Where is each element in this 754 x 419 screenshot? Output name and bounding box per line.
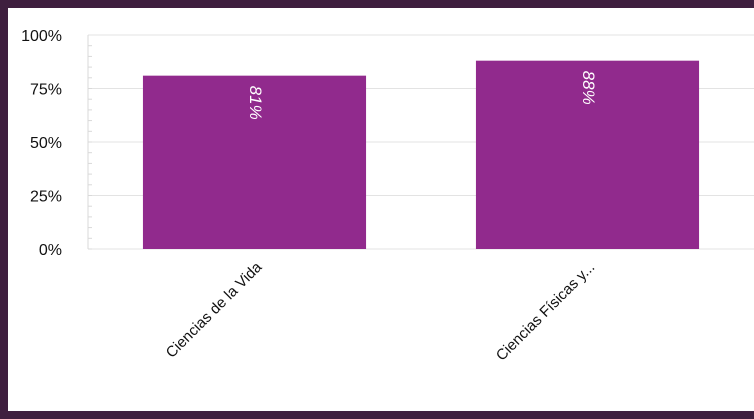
x-tick-label: Ciencias de la Vida [163, 258, 266, 361]
bar-2 [475, 60, 700, 250]
y-tick-label: 75% [30, 82, 62, 99]
y-tick-label: 0% [39, 242, 62, 259]
y-tick-label: 100% [21, 28, 62, 45]
data-label: 81% [246, 86, 265, 120]
x-tick-label: Ciencias Físicas y... [493, 259, 599, 365]
bar-1 [142, 75, 367, 249]
y-tick-label: 25% [30, 189, 62, 206]
y-tick-label: 50% [30, 135, 62, 152]
data-label: 88% [579, 71, 598, 105]
